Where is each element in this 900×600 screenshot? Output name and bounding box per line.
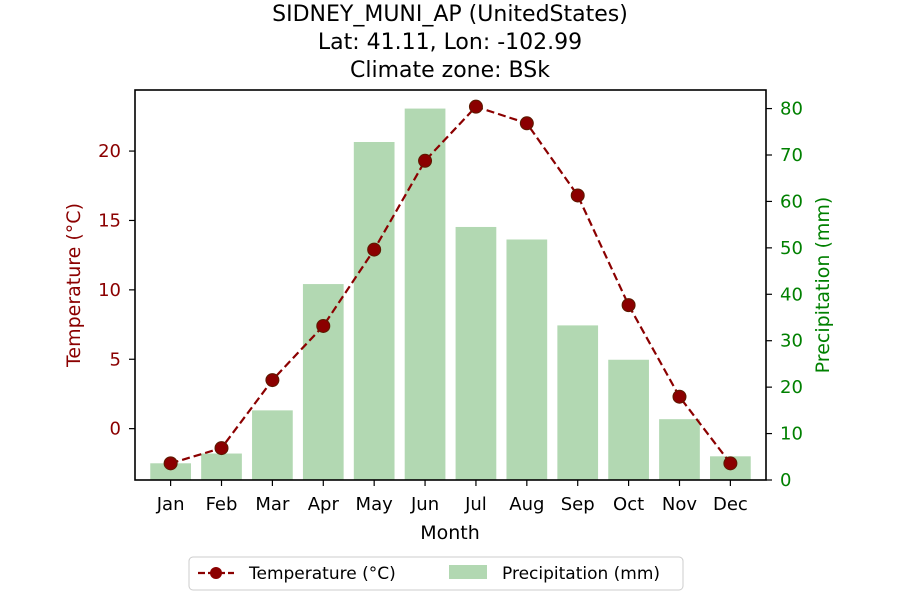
y-right-tick-label: 80	[780, 99, 803, 120]
precipitation-bars	[150, 108, 751, 481]
y-right-tick-label: 0	[780, 470, 791, 491]
x-tick-label: Jul	[464, 494, 487, 515]
precipitation-bar	[404, 108, 446, 481]
y-right-tick-label: 20	[780, 377, 803, 398]
y-axis-left-label: Temperature (°C)	[63, 203, 85, 368]
y-right-tick-label: 30	[780, 331, 803, 352]
precipitation-bar	[506, 239, 548, 480]
y-right-tick-label: 40	[780, 284, 803, 305]
y-right-tick-label: 10	[780, 424, 803, 445]
temperature-point	[367, 242, 382, 257]
precipitation-bar	[557, 325, 599, 480]
temperature-point	[418, 153, 433, 168]
y-axis-right-label: Precipitation (mm)	[812, 197, 834, 374]
plot-frame	[134, 89, 767, 481]
precipitation-bar	[659, 419, 700, 480]
temperature-point	[621, 298, 636, 313]
x-tick-label: Apr	[308, 494, 340, 515]
precipitation-bar	[608, 359, 649, 480]
x-tick-label: Dec	[713, 494, 748, 515]
y-right-tick-label: 60	[780, 191, 803, 212]
precipitation-bar	[302, 284, 344, 480]
x-tick-label: Mar	[255, 494, 290, 515]
x-tick-label: Jun	[410, 494, 439, 515]
precipitation-bar	[150, 463, 191, 480]
x-tick-label: Jan	[156, 494, 185, 515]
temperature-line	[163, 99, 738, 471]
precipitation-bar	[201, 453, 242, 480]
temperature-series-line	[170, 105, 732, 465]
y-left-tick-label: 0	[110, 419, 121, 440]
legend-precipitation-label: Precipitation (mm)	[502, 564, 660, 584]
precipitation-bar	[353, 142, 395, 480]
temperature-point	[519, 116, 534, 131]
temperature-point	[316, 318, 331, 333]
temperature-point	[163, 456, 178, 471]
temperature-point	[570, 188, 585, 203]
x-axis: Jan Feb Mar Apr May Jun Jul Aug Sep Oct Nov Dec	[156, 480, 748, 515]
precipitation-bar	[252, 410, 293, 480]
temperature-point	[265, 373, 280, 388]
legend: Temperature (°C) Precipitation (mm)	[188, 556, 684, 591]
y-axis-right: 0 10 20 30 40 50 60 70 80	[766, 99, 803, 491]
y-left-tick-label: 15	[98, 210, 121, 231]
temperature-point	[468, 99, 483, 114]
x-tick-label: Feb	[206, 494, 238, 515]
legend-box	[188, 556, 684, 591]
x-tick-label: Oct	[613, 494, 644, 515]
precipitation-bar	[455, 226, 497, 480]
y-axis-left: 0 5 10 15 20	[98, 141, 135, 440]
y-right-tick-label: 50	[780, 238, 803, 259]
x-tick-label: Nov	[662, 494, 697, 515]
chart-title-line-3: Climate zone: BSk	[350, 58, 550, 83]
chart-title-line-1: SIDNEY_MUNI_AP (UnitedStates)	[272, 2, 628, 27]
legend-temperature-label: Temperature (°C)	[248, 564, 396, 584]
x-tick-label: May	[356, 494, 394, 515]
y-right-tick-label: 70	[780, 145, 803, 166]
legend-precipitation-swatch-icon	[449, 565, 487, 579]
y-left-tick-label: 10	[98, 280, 121, 301]
temperature-point	[214, 441, 229, 456]
temperature-point	[672, 389, 687, 404]
legend-temperature-marker-icon	[210, 567, 222, 579]
x-tick-label: Aug	[509, 494, 544, 515]
x-axis-label: Month	[420, 522, 480, 544]
y-left-tick-label: 20	[98, 141, 121, 162]
x-tick-label: Sep	[561, 494, 595, 515]
temperature-point	[723, 456, 738, 471]
y-left-tick-label: 5	[110, 349, 121, 370]
chart-title-line-2: Lat: 41.11, Lon: -102.99	[318, 30, 582, 55]
